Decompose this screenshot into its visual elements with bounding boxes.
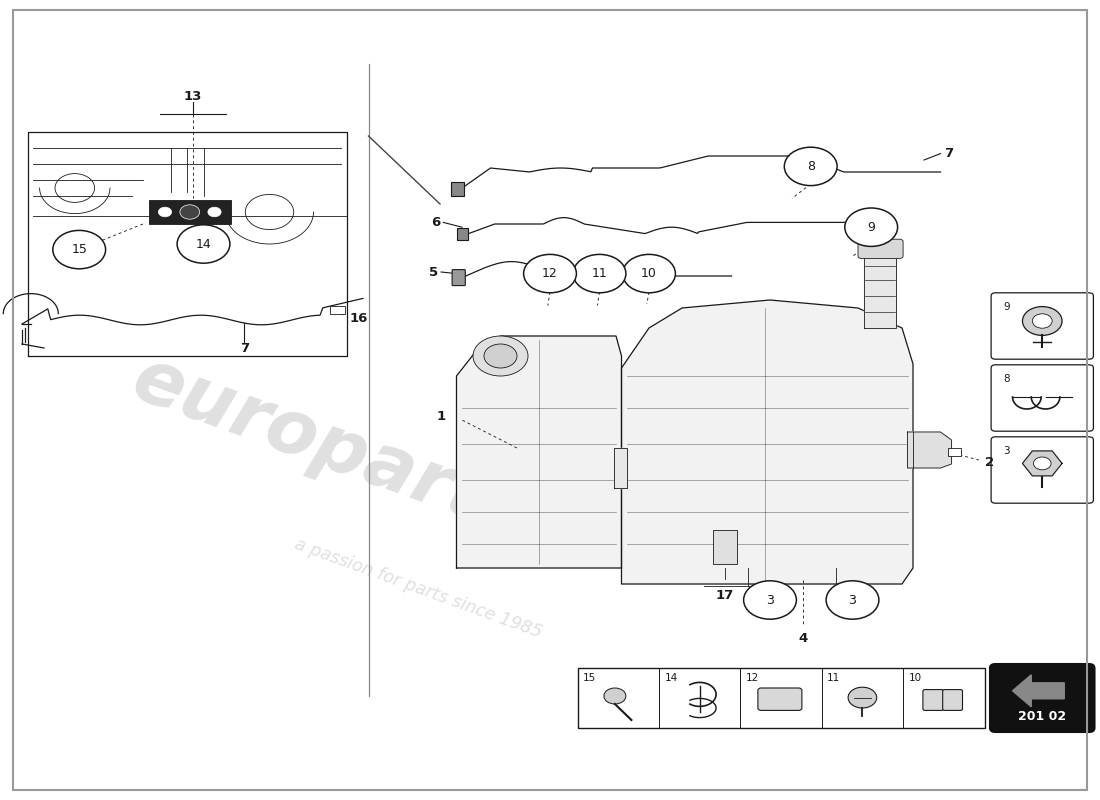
- FancyBboxPatch shape: [991, 293, 1093, 359]
- Text: 11: 11: [827, 673, 840, 683]
- Circle shape: [473, 336, 528, 376]
- Text: 17: 17: [716, 589, 734, 602]
- Text: 13: 13: [184, 90, 201, 102]
- Text: 2: 2: [984, 456, 993, 469]
- Polygon shape: [864, 252, 896, 328]
- Circle shape: [53, 230, 106, 269]
- FancyBboxPatch shape: [758, 688, 802, 710]
- Circle shape: [180, 205, 200, 219]
- Text: 8: 8: [806, 160, 815, 173]
- Text: 3: 3: [1003, 446, 1010, 456]
- FancyBboxPatch shape: [991, 365, 1093, 431]
- Circle shape: [744, 581, 796, 619]
- Circle shape: [484, 344, 517, 368]
- Text: 10: 10: [909, 673, 922, 683]
- Text: 12: 12: [542, 267, 558, 280]
- Circle shape: [208, 207, 221, 217]
- Circle shape: [177, 225, 230, 263]
- FancyBboxPatch shape: [923, 690, 944, 710]
- Circle shape: [604, 688, 626, 704]
- FancyBboxPatch shape: [948, 448, 961, 456]
- FancyBboxPatch shape: [990, 664, 1094, 732]
- Polygon shape: [614, 448, 627, 488]
- Circle shape: [524, 254, 576, 293]
- FancyBboxPatch shape: [452, 270, 465, 286]
- Text: 12: 12: [746, 673, 759, 683]
- Text: a passion for parts since 1985: a passion for parts since 1985: [292, 534, 544, 642]
- Circle shape: [1032, 314, 1053, 328]
- Polygon shape: [908, 432, 952, 468]
- FancyBboxPatch shape: [578, 668, 984, 728]
- Circle shape: [848, 687, 877, 708]
- Text: 16: 16: [350, 312, 368, 325]
- Polygon shape: [1012, 675, 1065, 707]
- Text: 7: 7: [240, 342, 249, 355]
- Text: 9: 9: [1003, 302, 1010, 312]
- Circle shape: [158, 207, 172, 217]
- Circle shape: [1022, 306, 1062, 335]
- FancyBboxPatch shape: [148, 200, 231, 224]
- Text: 11: 11: [592, 267, 607, 280]
- Text: 7: 7: [944, 147, 953, 160]
- Text: europarts: europarts: [123, 342, 537, 554]
- Text: 3: 3: [848, 594, 857, 606]
- Circle shape: [826, 581, 879, 619]
- FancyBboxPatch shape: [330, 306, 345, 314]
- Circle shape: [573, 254, 626, 293]
- Text: 8: 8: [1003, 374, 1010, 384]
- Circle shape: [784, 147, 837, 186]
- Text: 14: 14: [664, 673, 678, 683]
- FancyBboxPatch shape: [713, 530, 737, 564]
- Text: 4: 4: [799, 632, 807, 645]
- Text: 5: 5: [429, 266, 438, 278]
- Text: 1: 1: [437, 410, 446, 422]
- Text: 9: 9: [867, 221, 876, 234]
- Polygon shape: [1023, 451, 1062, 476]
- Polygon shape: [28, 132, 346, 356]
- FancyBboxPatch shape: [858, 239, 903, 258]
- Polygon shape: [456, 336, 622, 568]
- Text: 201 02: 201 02: [1019, 710, 1066, 723]
- FancyBboxPatch shape: [451, 182, 464, 196]
- Text: 10: 10: [641, 267, 657, 280]
- Text: 15: 15: [583, 673, 596, 683]
- Text: 14: 14: [196, 238, 211, 250]
- FancyBboxPatch shape: [943, 690, 962, 710]
- Text: 6: 6: [431, 216, 440, 229]
- FancyBboxPatch shape: [991, 437, 1093, 503]
- Text: 3: 3: [766, 594, 774, 606]
- Circle shape: [1034, 457, 1050, 470]
- Circle shape: [623, 254, 675, 293]
- Polygon shape: [621, 300, 913, 584]
- Circle shape: [845, 208, 898, 246]
- FancyBboxPatch shape: [456, 228, 468, 240]
- Text: 15: 15: [72, 243, 87, 256]
